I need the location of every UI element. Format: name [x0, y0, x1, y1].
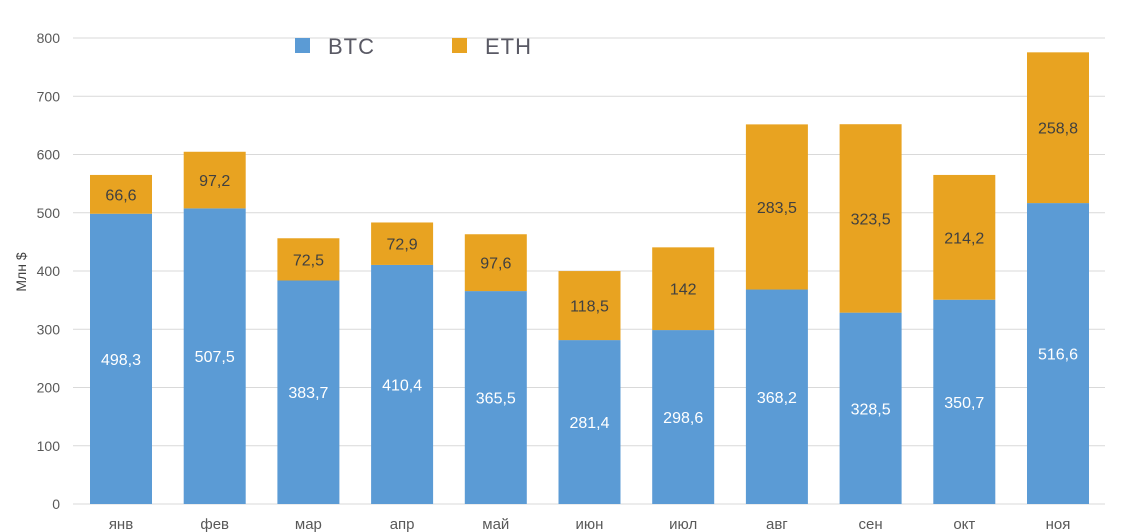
y-tick-label: 600 [37, 147, 61, 163]
bar-eth [90, 174, 152, 214]
data-label-eth: 66,6 [105, 187, 136, 204]
bar-eth [933, 174, 996, 300]
bar-eth [1027, 52, 1089, 204]
y-axis-label: Млн $ [13, 252, 29, 291]
data-label-eth: 142 [670, 282, 697, 299]
y-tick-label: 700 [37, 88, 61, 104]
data-label-btc: 516,6 [1038, 347, 1078, 364]
data-label-eth: 118,5 [570, 299, 609, 316]
bar-btc [90, 213, 152, 505]
x-tick-label: фев [200, 516, 229, 532]
data-label-eth: 72,9 [387, 237, 418, 254]
data-label-btc: 498,3 [101, 352, 141, 369]
data-label-eth: 258,8 [1038, 121, 1078, 138]
data-label-btc: 365,5 [476, 391, 516, 408]
data-label-btc: 507,5 [195, 349, 235, 366]
data-label-btc: 368,2 [757, 390, 797, 407]
bar-eth [745, 124, 808, 290]
data-label-btc: 298,6 [663, 410, 703, 427]
x-tick-label: авг [766, 516, 788, 532]
bar-btc [745, 289, 808, 504]
data-label-btc: 281,4 [569, 415, 609, 432]
x-tick-label: июн [576, 516, 604, 532]
data-label-btc: 350,7 [944, 395, 984, 412]
data-label-eth: 283,5 [757, 200, 797, 217]
x-tick-label: сен [859, 516, 883, 532]
bar-eth [277, 238, 340, 281]
bar-btc [371, 264, 434, 504]
x-tick-label: мар [295, 516, 322, 532]
bar-btc [558, 340, 621, 504]
bar-eth [183, 151, 246, 209]
bar-btc [839, 312, 902, 504]
data-label-btc: 383,7 [288, 385, 328, 402]
data-label-btc: 410,4 [382, 377, 422, 394]
x-tick-label: ноя [1046, 516, 1071, 532]
bar-eth [558, 271, 621, 341]
y-tick-label: 100 [37, 438, 61, 454]
legend-swatch-eth [452, 38, 467, 53]
bar-eth [371, 222, 434, 265]
bar-btc [183, 208, 246, 504]
y-tick-label: 800 [37, 30, 61, 46]
legend: BTC ETH [295, 34, 532, 59]
y-tick-label: 200 [37, 380, 61, 396]
data-label-eth: 72,5 [293, 252, 324, 269]
bar-eth [839, 124, 902, 313]
bar-btc [1027, 203, 1089, 504]
data-label-eth: 97,2 [199, 173, 230, 190]
legend-label-eth: ETH [485, 34, 532, 59]
data-label-btc: 328,5 [851, 401, 891, 418]
bar-btc [652, 330, 715, 504]
bar-eth [652, 247, 715, 331]
y-tick-label: 400 [37, 263, 61, 279]
bar-btc [464, 291, 527, 504]
x-tick-label: июл [669, 516, 697, 532]
x-tick-label: апр [390, 516, 415, 532]
y-tick-label: 0 [52, 496, 60, 512]
y-tick-label: 300 [37, 321, 61, 337]
bar-btc [933, 299, 996, 504]
legend-swatch-btc [295, 38, 310, 53]
data-label-eth: 97,6 [480, 256, 511, 273]
x-tick-label: май [482, 516, 509, 532]
bar-eth [464, 234, 527, 292]
data-label-eth: 214,2 [944, 230, 984, 247]
x-tick-label: янв [109, 516, 133, 532]
y-tick-label: 500 [37, 205, 61, 221]
x-tick-label: окт [953, 516, 975, 532]
data-label-eth: 323,5 [851, 211, 891, 228]
bar-btc [277, 280, 340, 504]
legend-label-btc: BTC [328, 34, 375, 59]
